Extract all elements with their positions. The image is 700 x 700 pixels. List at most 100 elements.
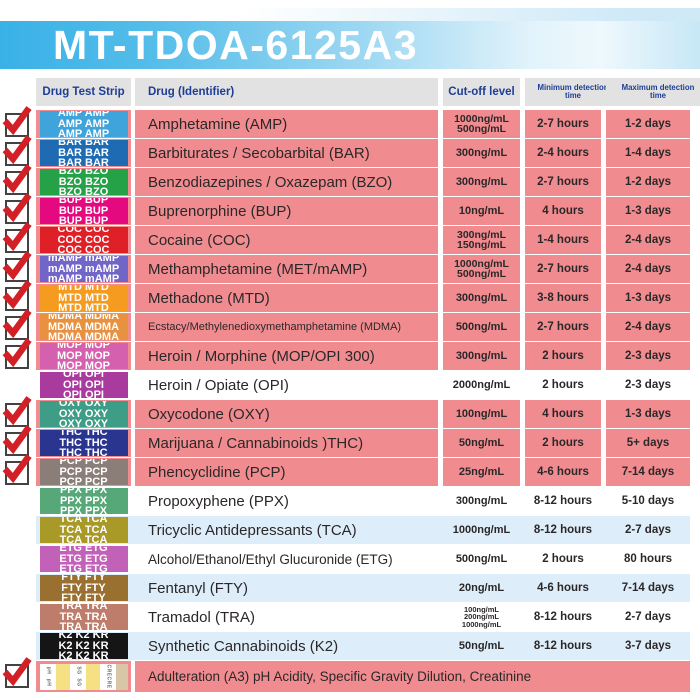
row-checkbox[interactable]: [5, 200, 29, 224]
drug-name-cell: Benzodiazepines / Oxazepam (BZO): [135, 168, 438, 196]
min-detection-cell: 4 hours: [525, 400, 601, 428]
strip-pad: [85, 663, 100, 690]
test-strip-cell: MOP MOP MOP MOP MOP MOP: [36, 342, 131, 370]
test-strip-label: MOP MOP MOP MOP MOP MOP: [57, 343, 110, 369]
test-strip-label: THC THC THC THC THC THC: [59, 430, 108, 456]
row-checkbox[interactable]: [5, 316, 29, 340]
test-strip: PCP PCP PCP PCP PCP PCP: [39, 459, 128, 485]
cutoff-level: 50ng/mL: [458, 436, 505, 449]
cutoff-level-cell: 300ng/mL: [443, 284, 520, 312]
drug-name-cell: Synthetic Cannabinoids (K2): [135, 632, 438, 660]
drug-name: Tricyclic Antidepressants (TCA): [148, 521, 357, 539]
row-checkbox[interactable]: [5, 432, 29, 456]
drug-name: Amphetamine (AMP): [148, 115, 288, 133]
row-checkbox[interactable]: [5, 142, 29, 166]
min-detection-cell: 2 hours: [525, 545, 601, 573]
min-detection-time: 2 hours: [542, 350, 584, 362]
strip-pad: [55, 663, 70, 690]
row-checkbox[interactable]: [5, 664, 29, 688]
drug-name-cell: Oxycodone (OXY): [135, 400, 438, 428]
row-checkbox[interactable]: [5, 258, 29, 282]
cutoff-level: 50ng/mL: [458, 639, 505, 652]
test-strip: TCA TCA TCA TCA TCA TCA: [39, 517, 128, 543]
row-checkbox[interactable]: [5, 287, 29, 311]
row-checkbox[interactable]: [5, 461, 29, 485]
table-row: OXY OXY OXY OXY OXY OXY Oxycodone (OXY) 100n…: [0, 396, 700, 428]
min-detection-time: 1-4 hours: [537, 234, 589, 246]
cutoff-level: 25ng/mL: [458, 465, 505, 478]
test-strip-label: mAMP mAMP mAMP mAMP mAMP mAMP: [47, 256, 120, 282]
min-detection-time: 2 hours: [542, 437, 584, 449]
max-detection-cell: 5-10 days: [606, 487, 690, 515]
cutoff-level-cell: 300ng/mL: [443, 168, 520, 196]
drug-name-cell: Barbiturates / Secobarbital (BAR): [135, 139, 438, 167]
table-row: COC COC COC COC COC COC Cocaine (COC) 300ng/…: [0, 222, 700, 254]
test-strip: MTD MTD MTD MTD MTD MTD: [39, 285, 128, 311]
test-strip: AMP AMP AMP AMP AMP AMP: [39, 111, 128, 137]
test-strip-label: ETG ETG ETG ETG ETG ETG: [59, 546, 108, 572]
min-detection-cell: 2-7 hours: [525, 110, 601, 138]
test-strip-cell: mAMP mAMP mAMP mAMP mAMP mAMP: [36, 255, 131, 283]
max-detection-cell: 2-4 days: [606, 313, 690, 341]
drug-name: Benzodiazepines / Oxazepam (BZO): [148, 173, 393, 191]
drug-name: Synthetic Cannabinoids (K2): [148, 637, 339, 655]
cutoff-level-cell: 25ng/mL: [443, 458, 520, 486]
min-detection-cell: 4-6 hours: [525, 458, 601, 486]
row-highlight-band: [36, 574, 690, 602]
product-banner: MT-TDOA-6125A3: [0, 21, 700, 69]
max-detection-time: 7-14 days: [621, 466, 675, 478]
min-detection-cell: 2-7 hours: [525, 255, 601, 283]
cutoff-level-cell: 50ng/mL: [443, 632, 520, 660]
drug-name: Fentanyl (FTY): [148, 579, 249, 597]
test-strip-label: FTY FTY FTY FTY FTY FTY: [61, 575, 106, 601]
drug-name: Marijuana / Cannabinoids )THC): [148, 434, 364, 452]
table-row: MDMA MDMA MDMA MDMA MDMA MDMA Ecstacy/Methy…: [0, 309, 700, 341]
table-row: FTY FTY FTY FTY FTY FTY Fentanyl (FTY) 20ng/…: [0, 574, 700, 602]
cutoff-level-cell: 300ng/mL: [443, 139, 520, 167]
table-row: OPI OPI OPI OPI OPI OPI Heroin / Opiate (OP…: [0, 371, 700, 399]
row-checkbox[interactable]: [5, 403, 29, 427]
drug-name: Cocaine (COC): [148, 231, 251, 249]
drug-name-cell: Fentanyl (FTY): [135, 574, 438, 602]
test-strip-label: TRA TRA TRA TRA TRA TRA: [59, 604, 108, 630]
table-row: AMP AMP AMP AMP AMP AMP Amphetamine (AMP) 10…: [0, 106, 700, 138]
min-detection-cell: 4-6 hours: [525, 574, 601, 602]
table-row: BZO BZO BZO BZO BZO BZO Benzodiazepines / O…: [0, 164, 700, 196]
cutoff-level-cell: 10ng/mL: [443, 197, 520, 225]
max-detection-cell: 2-7 days: [606, 516, 690, 544]
test-strip-label: COC COC COC COC COC COC: [57, 227, 110, 253]
min-detection-time: 2-4 hours: [537, 147, 589, 159]
cutoff-level: 300ng/mL: [455, 349, 508, 362]
table-row: pH pH SG SG CRE CRE Adulteration (A3) pH Acidi…: [0, 657, 700, 692]
table-row: BUP BUP BUP BUP BUP BUP Buprenorphine (BUP)…: [0, 193, 700, 225]
test-strip-cell: TCA TCA TCA TCA TCA TCA: [36, 516, 131, 544]
drug-name-cell: Marijuana / Cannabinoids )THC): [135, 429, 438, 457]
row-checkbox[interactable]: [5, 171, 29, 195]
cutoff-level: 300ng/mL: [455, 175, 508, 188]
drug-name: Heroin / Morphine (MOP/OPI 300): [148, 347, 375, 365]
drug-name-cell: Phencyclidine (PCP): [135, 458, 438, 486]
min-detection-time: 8-12 hours: [533, 611, 593, 623]
drug-name-cell: Cocaine (COC): [135, 226, 438, 254]
max-detection-cell: 1-3 days: [606, 400, 690, 428]
cutoff-level: 1000ng/mL 500ng/mL: [454, 257, 509, 280]
row-checkbox[interactable]: [5, 345, 29, 369]
cutoff-level-cell: 500ng/mL: [443, 545, 520, 573]
row-checkbox[interactable]: [5, 229, 29, 253]
max-detection-time: 1-2 days: [624, 176, 672, 188]
row-checkbox[interactable]: [5, 113, 29, 137]
min-detection-time: 2 hours: [542, 553, 584, 565]
max-detection-cell: 3-7 days: [606, 632, 690, 660]
test-strip-cell: AMP AMP AMP AMP AMP AMP: [36, 110, 131, 138]
test-strip: K2 K2 KR K2 K2 KR K2 K2 KR: [39, 633, 128, 659]
cutoff-level-cell: 1000ng/mL 500ng/mL: [443, 110, 520, 138]
cutoff-level-cell: 300ng/mL: [443, 487, 520, 515]
test-strip: COC COC COC COC COC COC: [39, 227, 128, 253]
table-row: PPX PPX PPX PPX PPX PPX Propoxyphene (PPX) 3…: [0, 487, 700, 515]
test-strip: MDMA MDMA MDMA MDMA MDMA MDMA: [39, 314, 128, 340]
test-strip-cell: TRA TRA TRA TRA TRA TRA: [36, 603, 131, 631]
cutoff-level: 10ng/mL: [458, 204, 505, 217]
drug-name-cell: Adulteration (A3) pH Acidity, Specific G…: [135, 661, 690, 692]
max-detection-time: 3-7 days: [624, 640, 672, 652]
table-row: ETG ETG ETG ETG ETG ETG Alcohol/Ethanol/Eth…: [0, 545, 700, 573]
